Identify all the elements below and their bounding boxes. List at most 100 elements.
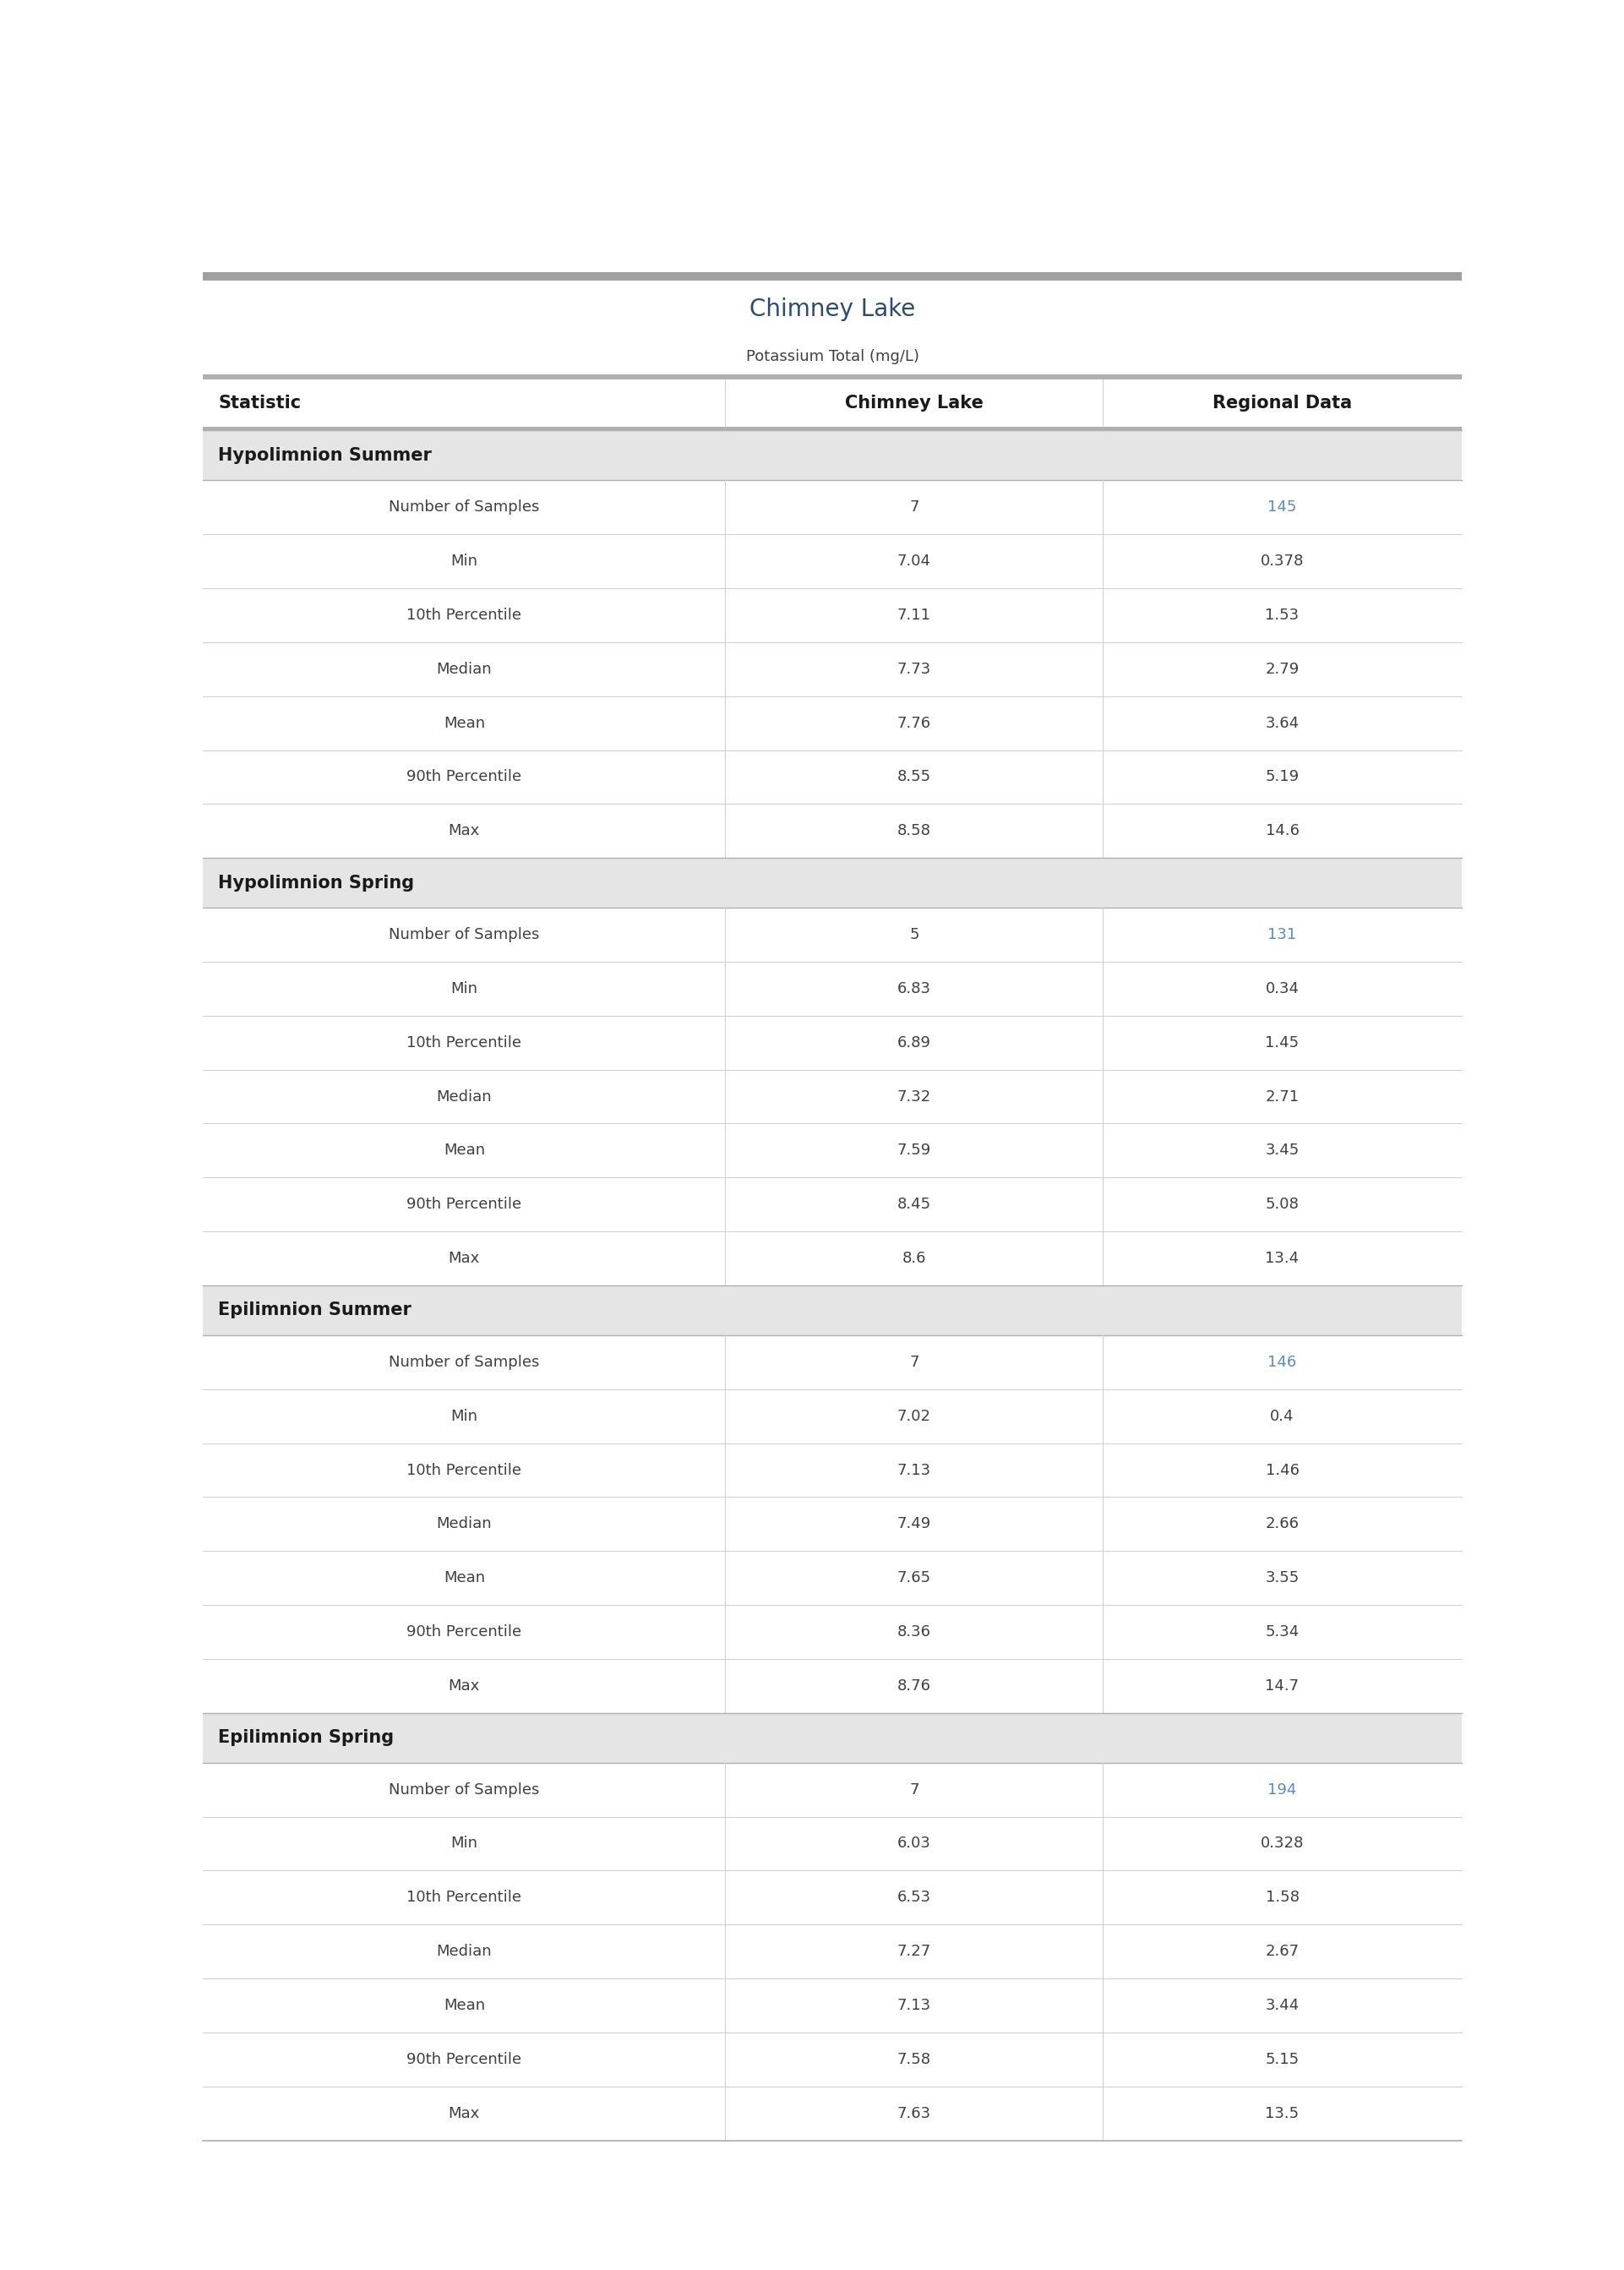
Text: Statistic: Statistic: [218, 395, 300, 411]
Text: 7.02: 7.02: [896, 1407, 931, 1423]
Text: Epilimnion Spring: Epilimnion Spring: [218, 1730, 395, 1746]
Text: 8.6: 8.6: [901, 1251, 926, 1267]
Text: Max: Max: [448, 2107, 481, 2120]
Text: 90th Percentile: 90th Percentile: [406, 1625, 521, 1639]
Text: 7: 7: [909, 1355, 919, 1369]
Bar: [203, 1714, 1462, 1762]
Bar: [203, 858, 1462, 908]
Bar: [203, 588, 1462, 642]
Text: 7: 7: [909, 499, 919, 515]
Text: Min: Min: [450, 981, 477, 997]
Text: 13.5: 13.5: [1265, 2107, 1299, 2120]
Text: Chimney Lake: Chimney Lake: [844, 395, 984, 411]
Text: 7.04: 7.04: [896, 554, 931, 568]
Text: 1.53: 1.53: [1265, 608, 1299, 622]
Bar: [203, 1605, 1462, 1659]
Text: Median: Median: [437, 1090, 492, 1103]
Text: 3.64: 3.64: [1265, 715, 1299, 731]
Text: Max: Max: [448, 1251, 481, 1267]
Bar: [203, 427, 1462, 431]
Text: 8.58: 8.58: [896, 824, 931, 838]
Text: 1.46: 1.46: [1265, 1462, 1299, 1478]
Text: 3.44: 3.44: [1265, 1998, 1299, 2013]
Bar: [203, 1659, 1462, 1714]
Text: 146: 146: [1268, 1355, 1296, 1369]
Text: Min: Min: [450, 1407, 477, 1423]
Text: 7.13: 7.13: [896, 1462, 931, 1478]
Text: 7.13: 7.13: [896, 1998, 931, 2013]
Text: Min: Min: [450, 554, 477, 568]
Text: Hypolimnion Spring: Hypolimnion Spring: [218, 874, 414, 892]
Text: 2.79: 2.79: [1265, 661, 1299, 676]
Text: 10th Percentile: 10th Percentile: [406, 1891, 521, 1905]
Text: 5.34: 5.34: [1265, 1625, 1299, 1639]
Text: 6.89: 6.89: [896, 1035, 931, 1051]
Text: 7.73: 7.73: [896, 661, 931, 676]
Bar: [203, 1285, 1462, 1335]
Text: 0.4: 0.4: [1270, 1407, 1294, 1423]
Text: 194: 194: [1268, 1782, 1298, 1798]
Bar: [203, 1870, 1462, 1925]
Text: Hypolimnion Summer: Hypolimnion Summer: [218, 447, 432, 463]
Bar: [203, 1762, 1462, 1816]
Bar: [203, 908, 1462, 962]
Text: Regional Data: Regional Data: [1213, 395, 1353, 411]
Text: Number of Samples: Number of Samples: [388, 1782, 539, 1798]
Text: Number of Samples: Number of Samples: [388, 499, 539, 515]
Text: 90th Percentile: 90th Percentile: [406, 2052, 521, 2068]
Bar: [203, 379, 1462, 427]
Text: Number of Samples: Number of Samples: [388, 926, 539, 942]
Bar: [203, 431, 1462, 479]
Text: 1.58: 1.58: [1265, 1891, 1299, 1905]
Text: 2.71: 2.71: [1265, 1090, 1299, 1103]
Text: Max: Max: [448, 824, 481, 838]
Bar: [203, 1015, 1462, 1069]
Bar: [203, 1178, 1462, 1233]
Text: 14.7: 14.7: [1265, 1678, 1299, 1693]
Bar: [203, 642, 1462, 697]
Text: 3.55: 3.55: [1265, 1571, 1299, 1587]
Bar: [203, 697, 1462, 749]
Text: Mean: Mean: [443, 1144, 486, 1158]
Bar: [203, 1444, 1462, 1498]
Text: 10th Percentile: 10th Percentile: [406, 608, 521, 622]
Text: 90th Percentile: 90th Percentile: [406, 770, 521, 785]
Text: 7.11: 7.11: [896, 608, 931, 622]
Text: 2.66: 2.66: [1265, 1516, 1299, 1532]
Bar: [203, 804, 1462, 858]
Text: 145: 145: [1268, 499, 1298, 515]
Bar: [203, 749, 1462, 804]
Text: Mean: Mean: [443, 1571, 486, 1587]
Text: 7: 7: [909, 1782, 919, 1798]
Text: 5.15: 5.15: [1265, 2052, 1299, 2068]
Text: 10th Percentile: 10th Percentile: [406, 1035, 521, 1051]
Bar: [203, 1498, 1462, 1550]
Text: Mean: Mean: [443, 715, 486, 731]
Text: 7.27: 7.27: [896, 1943, 931, 1959]
Text: 8.76: 8.76: [896, 1678, 931, 1693]
Text: 6.53: 6.53: [896, 1891, 931, 1905]
Bar: [203, 1233, 1462, 1285]
Text: 5.08: 5.08: [1265, 1196, 1299, 1212]
Text: 8.55: 8.55: [896, 770, 931, 785]
Text: 0.34: 0.34: [1265, 981, 1299, 997]
Text: 0.378: 0.378: [1260, 554, 1304, 568]
Bar: [203, 1124, 1462, 1178]
Text: 13.4: 13.4: [1265, 1251, 1299, 1267]
Bar: [203, 962, 1462, 1015]
Text: Potassium Total (mg/L): Potassium Total (mg/L): [745, 350, 919, 363]
Text: 14.6: 14.6: [1265, 824, 1299, 838]
Text: 8.36: 8.36: [896, 1625, 931, 1639]
Text: 7.63: 7.63: [896, 2107, 931, 2120]
Bar: [203, 1816, 1462, 1870]
Text: 1.45: 1.45: [1265, 1035, 1299, 1051]
Text: 7.49: 7.49: [896, 1516, 931, 1532]
Text: 8.45: 8.45: [896, 1196, 931, 1212]
Bar: [203, 479, 1462, 533]
Text: 7.76: 7.76: [896, 715, 931, 731]
Text: Min: Min: [450, 1836, 477, 1852]
Text: 5.19: 5.19: [1265, 770, 1299, 785]
Text: 0.328: 0.328: [1260, 1836, 1304, 1852]
Text: 7.59: 7.59: [896, 1144, 931, 1158]
Bar: [203, 2032, 1462, 2086]
